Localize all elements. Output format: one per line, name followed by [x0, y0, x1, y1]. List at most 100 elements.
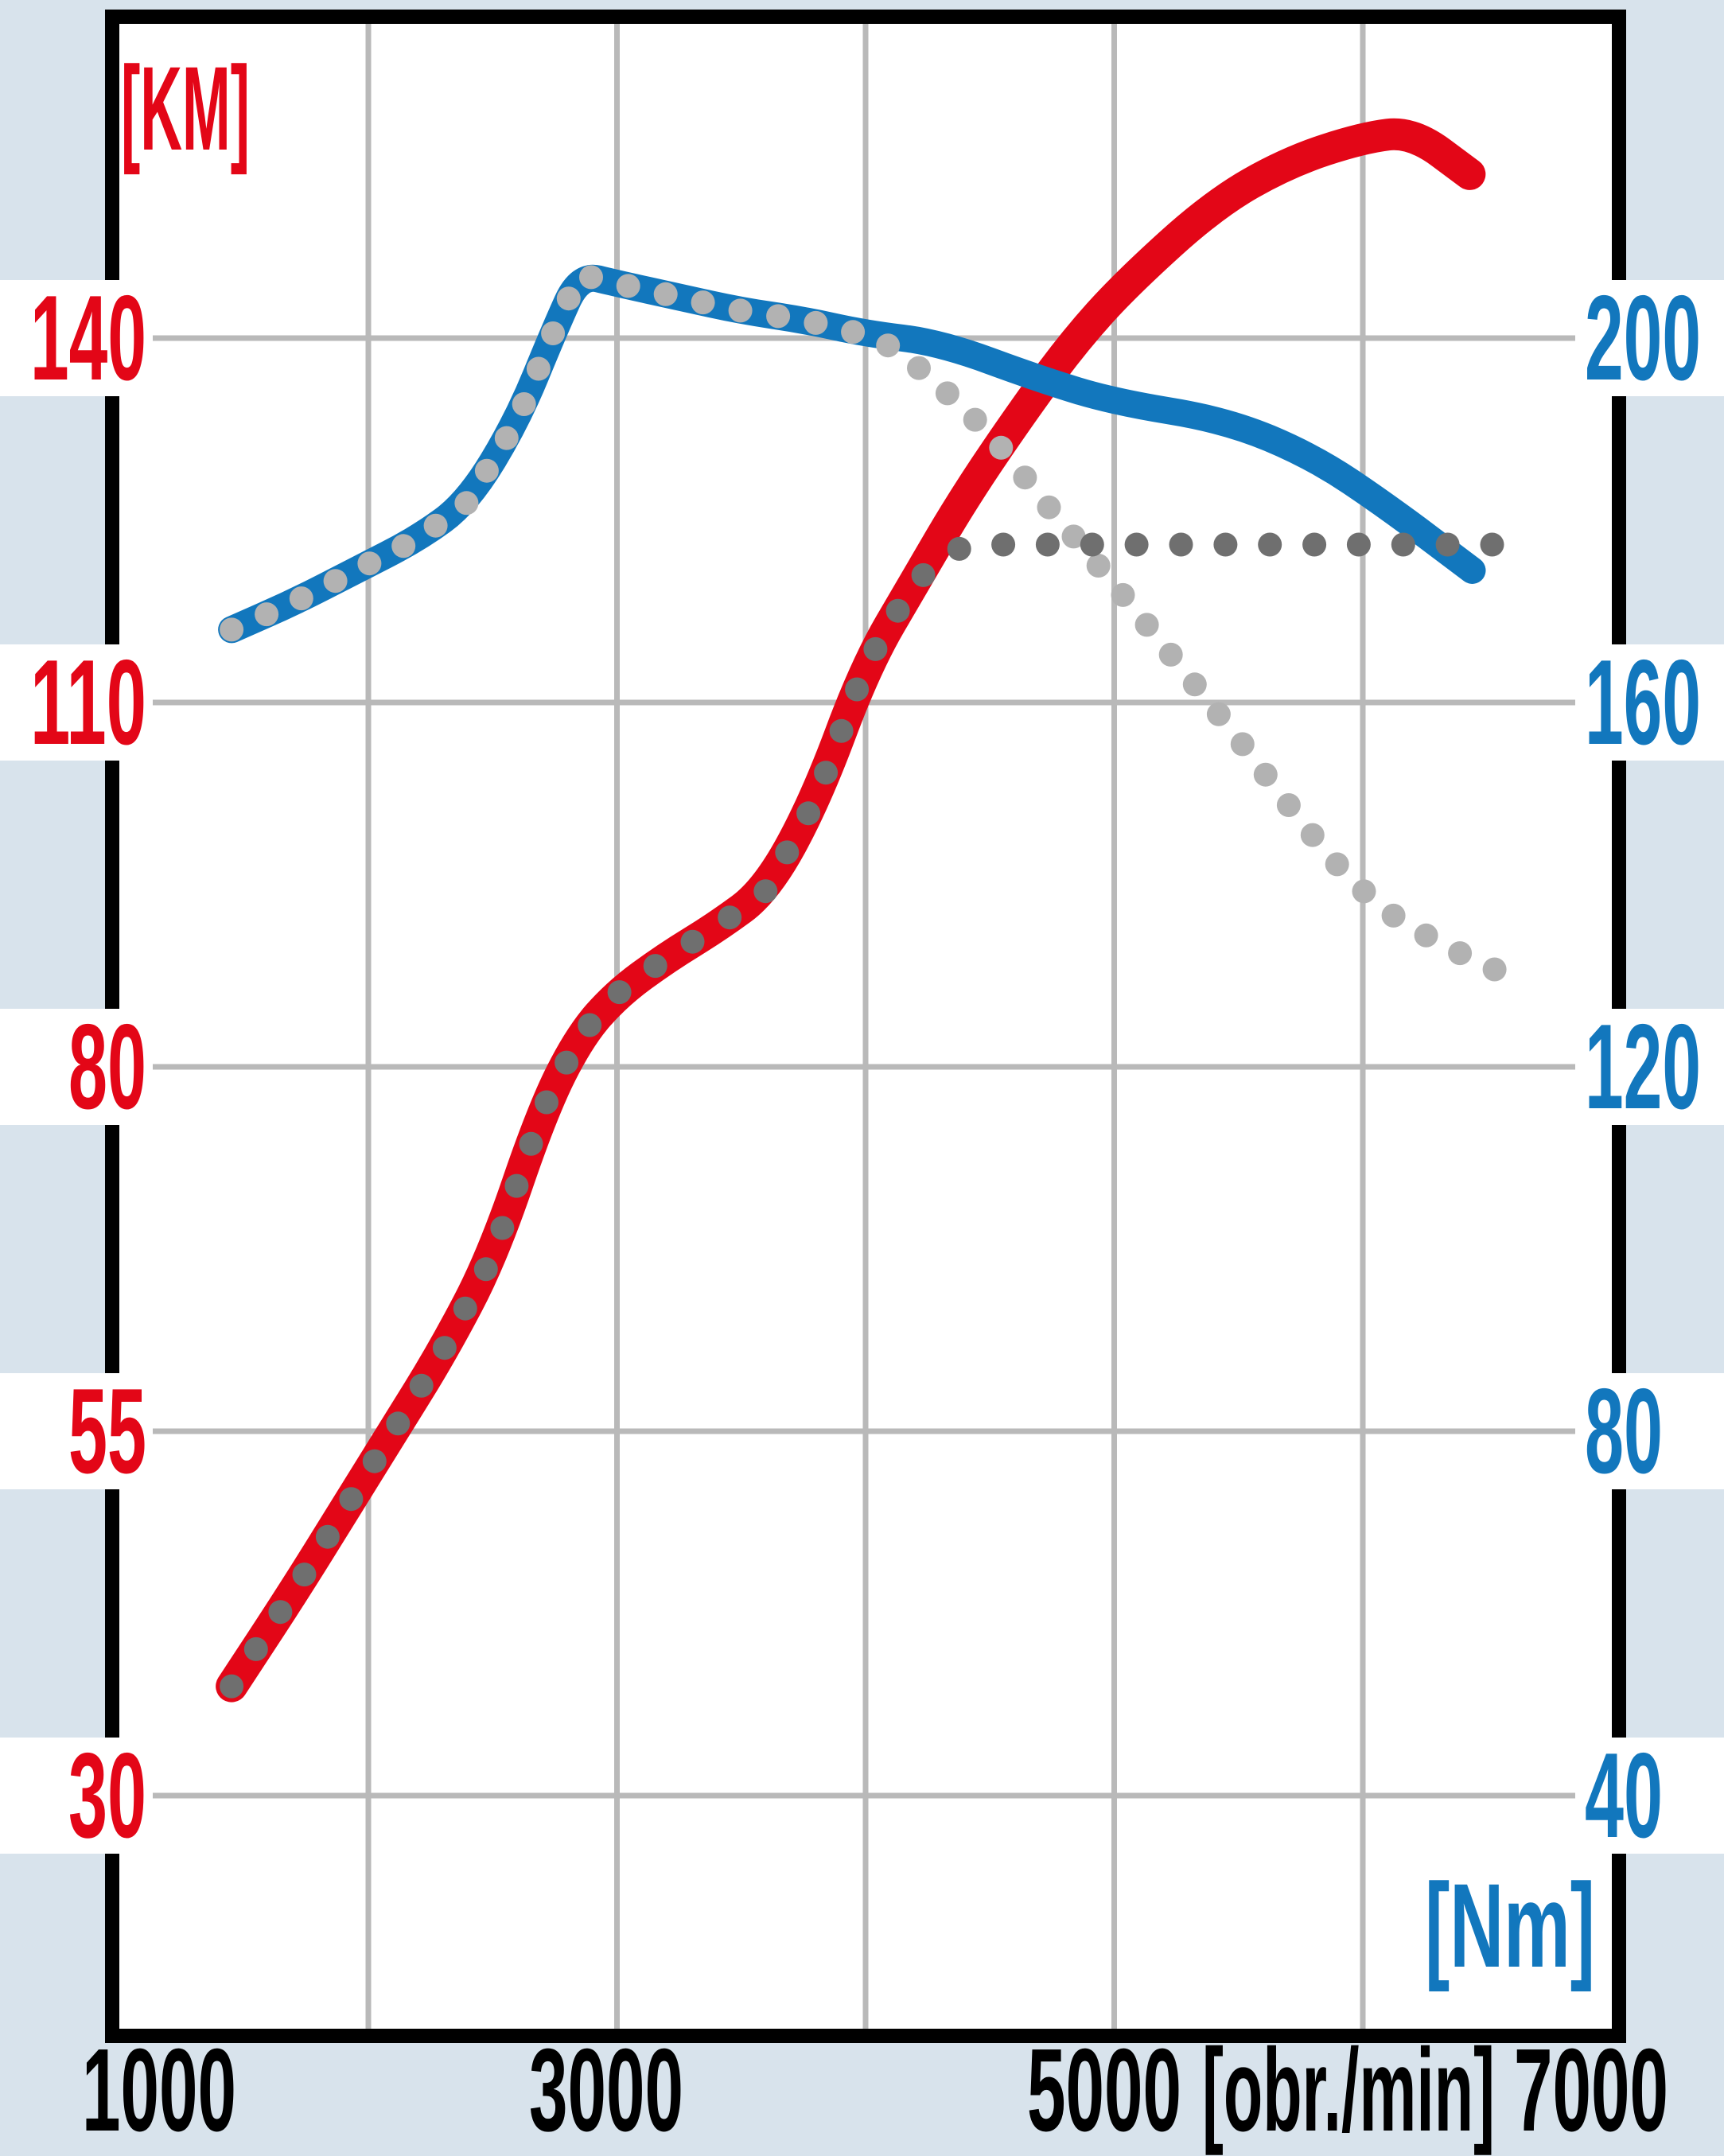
curve-dot: [323, 569, 348, 593]
curve-dot: [989, 435, 1014, 460]
curve-dot: [1111, 582, 1135, 607]
curve-dot: [845, 677, 870, 702]
curve-dot: [474, 458, 499, 483]
curve-dot: [1302, 532, 1327, 557]
y-right-tick-label: 40: [1585, 1728, 1663, 1863]
curve-dot: [255, 602, 279, 627]
curve-dot: [473, 1257, 498, 1282]
curve-dot: [1482, 957, 1507, 982]
curve-dot: [911, 562, 936, 587]
curve-dot: [1037, 495, 1061, 520]
curve-dot: [519, 1131, 543, 1156]
curve-dot: [1325, 852, 1349, 877]
y-left-tick-label: 80: [68, 999, 146, 1134]
curve-dot: [1448, 941, 1473, 966]
curve-dot: [1381, 903, 1406, 928]
curve-dot: [1253, 762, 1278, 787]
curve-dot: [841, 320, 866, 344]
curve-dot: [680, 929, 705, 954]
curve-dot: [907, 356, 931, 380]
curve-dot: [1206, 702, 1231, 726]
curve-dot: [814, 761, 839, 785]
x-axis-unit-label: [obr./min]: [1202, 2025, 1495, 2156]
curve-dot: [1352, 879, 1376, 904]
curve-dot: [220, 1674, 244, 1699]
curve-dot: [829, 718, 854, 743]
gridlines: [153, 24, 1575, 2029]
curve-dot: [1435, 532, 1460, 557]
curve-dot: [432, 1336, 457, 1360]
curve-dot: [1086, 554, 1111, 578]
curve-dot: [775, 840, 800, 865]
curve-dot: [454, 491, 479, 516]
curve-dot: [1080, 532, 1104, 557]
curve-dot: [1276, 793, 1301, 817]
curve-dot: [863, 636, 888, 661]
curve-dot: [1480, 532, 1504, 557]
curve-dot: [1230, 732, 1255, 757]
curve-dot: [1134, 613, 1159, 637]
curve-dot: [243, 1636, 268, 1661]
curve-dot: [963, 407, 987, 432]
left-axis-unit-label: [KM]: [121, 41, 250, 175]
curve-dot: [1035, 532, 1060, 557]
curve-dot: [556, 286, 581, 311]
curve-dot: [453, 1296, 477, 1321]
y-right-tick-label: 160: [1585, 635, 1701, 770]
curve-dot: [796, 801, 821, 826]
curve-dot: [1169, 532, 1193, 557]
curve-dot: [653, 282, 678, 306]
curve-dot: [691, 290, 715, 315]
curve-dot: [292, 1563, 317, 1587]
curve-dot: [935, 381, 959, 406]
curve-dot: [220, 617, 244, 642]
curve-dot: [578, 1013, 602, 1037]
curve-dot: [876, 333, 901, 358]
curve-dot: [268, 1600, 293, 1625]
curve-dot: [1182, 672, 1207, 697]
curve-dot: [885, 598, 910, 623]
curve-dot: [357, 551, 382, 576]
y-left-tick-label: 30: [68, 1728, 146, 1863]
curve-dot: [616, 274, 640, 298]
curve-dot: [1346, 532, 1371, 557]
curve-dot: [289, 586, 313, 611]
curve-dot: [753, 879, 778, 904]
curve-dot: [991, 532, 1016, 557]
curve-dot: [315, 1524, 340, 1549]
curve-dot: [504, 1173, 529, 1198]
curve-dot: [1300, 823, 1325, 847]
torque-curve-dotted: [220, 265, 1507, 982]
curve-dot: [1414, 923, 1438, 948]
curve-dot: [1258, 532, 1282, 557]
curve-dot: [362, 1449, 387, 1473]
x-tick-label: 7000: [1514, 2025, 1668, 2156]
curve-dot: [643, 954, 667, 979]
curve-dot: [1213, 532, 1238, 557]
curve-dot: [512, 392, 536, 416]
curve-dot: [391, 534, 416, 558]
curve-dot: [1061, 524, 1086, 549]
curve-dot: [555, 1050, 579, 1075]
curve-dot: [526, 356, 551, 381]
curve-dot: [541, 321, 566, 345]
y-right-tick-label: 120: [1585, 999, 1701, 1134]
curve-dot: [804, 310, 828, 335]
curve-dot: [1391, 532, 1415, 557]
curve-dot: [607, 980, 632, 1005]
curve-dot: [728, 298, 753, 323]
curve-dot: [490, 1216, 515, 1240]
x-tick-label: 3000: [529, 2025, 683, 2156]
curve-dot: [386, 1411, 411, 1436]
curve-dot: [423, 513, 448, 538]
curve-dot: [579, 265, 603, 290]
y-right-tick-label: 200: [1585, 270, 1701, 406]
power-curve-dotted: [220, 532, 1504, 1699]
right-axis-unit-label: [Nm]: [1425, 1858, 1595, 1992]
curve-dot: [409, 1373, 434, 1398]
curve-dot: [1013, 465, 1037, 490]
curve-dot: [494, 426, 519, 450]
curve-dot: [1158, 642, 1183, 667]
y-left-tick-label: 110: [30, 635, 146, 770]
